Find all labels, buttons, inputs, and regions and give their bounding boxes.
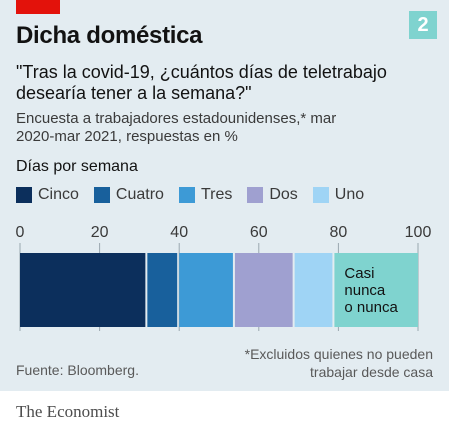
legend-swatch xyxy=(247,187,264,203)
bar-segment xyxy=(20,253,146,327)
legend-label: Cuatro xyxy=(115,186,164,203)
legend-swatch xyxy=(16,187,32,203)
source-note: Fuente: Bloomberg. xyxy=(16,362,139,378)
legend-item-tres: Tres xyxy=(178,186,233,204)
legend-label: Uno xyxy=(334,186,365,203)
bar-segment xyxy=(294,253,333,327)
bar-segment xyxy=(179,253,233,327)
bar-segment xyxy=(147,253,178,327)
legend-item-uno: Uno xyxy=(312,186,365,204)
legend-label: Tres xyxy=(200,186,233,203)
x-tick-label: 100 xyxy=(405,224,432,241)
legend-swatch xyxy=(312,187,329,203)
legend: Cinco Cuatro Tres Dos Uno xyxy=(16,185,379,205)
segment-label: Casi nunca o nunca xyxy=(344,265,398,316)
bar-segment xyxy=(334,253,418,327)
legend-label: Cinco xyxy=(38,186,79,203)
bar-segment xyxy=(234,253,293,327)
legend-title: Días por semana xyxy=(16,158,138,175)
legend-label: Dos xyxy=(269,186,298,203)
chart-number-badge: 2 xyxy=(409,11,437,39)
chart-title: Dicha doméstica xyxy=(16,22,203,49)
legend-item-cinco: Cinco xyxy=(16,186,79,204)
legend-item-cuatro: Cuatro xyxy=(93,186,164,204)
legend-swatch xyxy=(178,187,195,203)
chart-note: Encuesta a trabajadores estadounidenses,… xyxy=(16,110,337,145)
chart-subtitle: "Tras la covid-19, ¿cuántos días de tele… xyxy=(16,62,387,103)
legend-swatch xyxy=(93,187,110,203)
x-tick-label: 60 xyxy=(250,224,268,241)
x-tick-label: 0 xyxy=(16,224,25,241)
legend-item-dos: Dos xyxy=(247,186,298,204)
x-tick-label: 40 xyxy=(170,224,188,241)
x-tick-label: 80 xyxy=(330,224,348,241)
footnote: *Excluidos quienes no pueden trabajar de… xyxy=(244,346,433,380)
brand-wordmark: The Economist xyxy=(16,402,120,421)
x-tick-label: 20 xyxy=(91,224,109,241)
stacked-bar-chart: 0 20 40 60 80 100 Casi nunca o nunca xyxy=(16,224,432,331)
brand-red-tag xyxy=(16,0,60,14)
